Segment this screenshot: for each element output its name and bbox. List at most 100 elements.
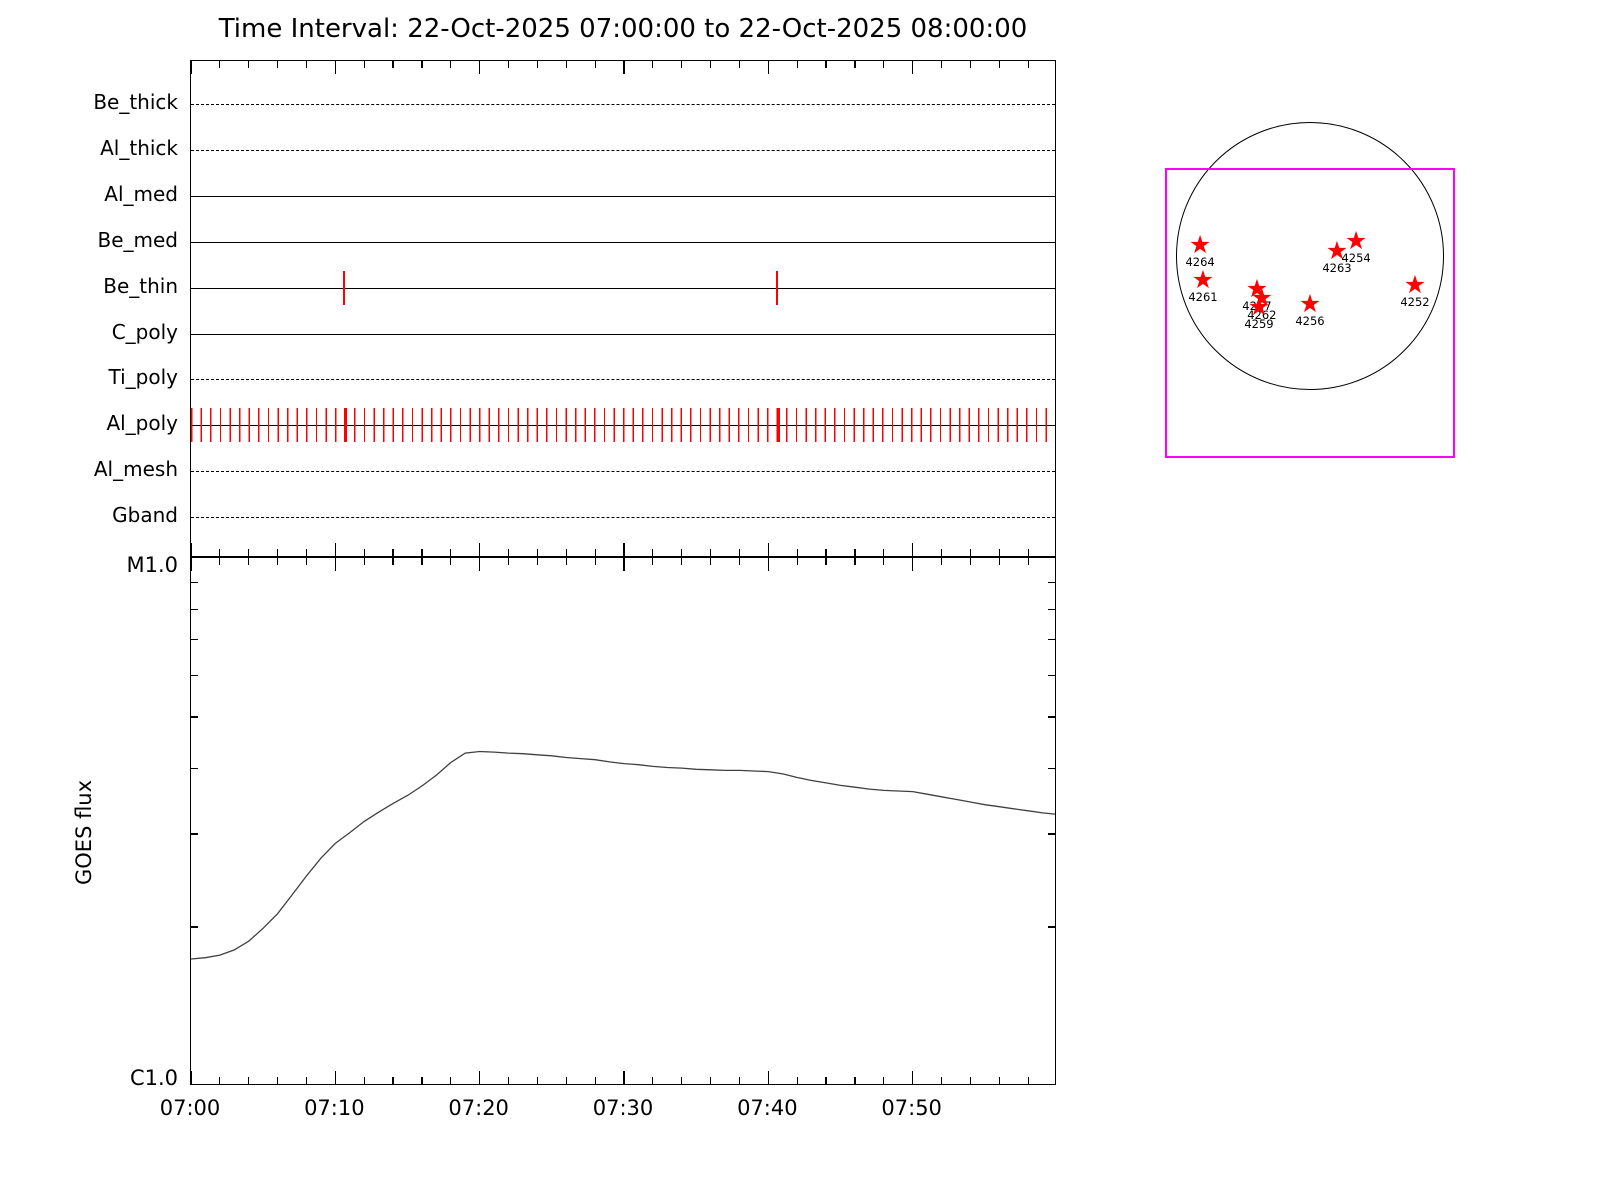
x-tick [623, 558, 625, 571]
y-axis-top-label: M1.0 [126, 553, 178, 577]
active-region-label-4264: 4264 [1185, 255, 1215, 269]
x-tick [1027, 61, 1029, 68]
active-region-star-4256: ★ [1298, 288, 1322, 318]
y-tick [191, 833, 198, 835]
x-tick [191, 543, 192, 556]
x-tick [1027, 558, 1029, 565]
active-region-star-4263: ★ [1325, 236, 1349, 266]
x-tick [277, 1077, 279, 1084]
x-tick [969, 61, 971, 68]
x-tick-label: 07:50 [881, 1096, 942, 1120]
y-axis-bottom-label: C1.0 [129, 1066, 178, 1090]
x-tick [334, 61, 336, 74]
x-tick [623, 543, 625, 556]
x-tick [854, 558, 856, 565]
x-tick [710, 1077, 712, 1084]
x-tick [681, 558, 683, 565]
x-tick [392, 558, 394, 565]
x-tick [305, 1077, 308, 1084]
filter-line-ti_poly [191, 379, 1055, 381]
x-tick [594, 549, 596, 556]
y-tick [191, 767, 198, 769]
x-tick [710, 558, 712, 565]
x-tick [363, 558, 365, 565]
active-region-star-4252: ★ [1403, 270, 1427, 300]
y-tick [1048, 639, 1055, 641]
filter-label-ti_poly: Ti_poly [108, 365, 178, 390]
y-tick [191, 716, 198, 718]
x-tick [796, 549, 798, 556]
x-tick [305, 558, 308, 565]
filter-label-al_med: Al_med [104, 181, 178, 206]
x-tick [219, 1077, 221, 1084]
x-tick-label: 07:40 [737, 1096, 798, 1120]
x-tick [738, 549, 741, 556]
x-tick [652, 549, 654, 556]
fov-box [1165, 168, 1455, 458]
x-tick [450, 558, 452, 565]
x-tick [681, 61, 683, 68]
x-tick [536, 1077, 538, 1084]
x-tick [681, 1077, 683, 1084]
x-tick [969, 1077, 971, 1084]
x-tick [536, 558, 538, 565]
x-tick [507, 61, 510, 68]
x-tick [565, 61, 567, 68]
x-tick [191, 1071, 192, 1084]
x-tick [479, 1071, 481, 1084]
x-tick [912, 558, 914, 571]
x-tick [277, 558, 279, 565]
filter-label-be_med: Be_med [97, 227, 178, 252]
x-tick [594, 1077, 596, 1084]
x-tick [998, 558, 1000, 565]
x-tick [565, 558, 567, 565]
x-tick [940, 61, 943, 68]
x-tick [738, 558, 741, 565]
x-tick [912, 61, 914, 74]
active-region-label-4263: 4263 [1322, 261, 1352, 276]
x-tick [565, 549, 567, 556]
active-region-star-4262: ★ [1250, 283, 1274, 313]
x-tick [912, 543, 914, 556]
x-tick [392, 61, 394, 68]
x-tick [767, 543, 769, 556]
filter-line-al_med [191, 195, 1055, 197]
x-tick [191, 558, 192, 571]
x-tick-label: 07:30 [592, 1096, 654, 1120]
x-tick [710, 549, 712, 556]
x-tick [940, 1077, 943, 1084]
x-tick [652, 1077, 654, 1084]
x-tick [710, 61, 712, 68]
x-tick [738, 61, 741, 68]
x-tick [191, 61, 192, 74]
x-tick [277, 61, 279, 68]
x-tick [507, 1077, 510, 1084]
y-tick [1048, 581, 1055, 583]
x-tick [998, 61, 1000, 68]
x-tick [825, 1077, 827, 1084]
active-region-star-4261: ★ [1191, 265, 1215, 295]
y-tick [191, 926, 198, 928]
x-tick [1027, 1077, 1029, 1084]
x-tick [796, 61, 798, 68]
x-tick [248, 558, 250, 565]
y-tick [1048, 833, 1055, 835]
y-tick [191, 581, 198, 583]
x-tick [565, 1077, 567, 1084]
x-tick [277, 549, 279, 556]
x-tick-label: 07:10 [304, 1096, 365, 1120]
x-tick [623, 1071, 625, 1084]
x-tick [334, 1071, 336, 1084]
active-region-label-4257: 4257 [1242, 299, 1272, 314]
x-tick [883, 549, 885, 556]
x-tick [450, 1077, 452, 1084]
x-tick [479, 61, 481, 74]
x-tick [305, 549, 308, 556]
x-tick [248, 549, 250, 556]
active-region-label-4252: 4252 [1400, 295, 1430, 310]
x-tick [363, 1077, 365, 1084]
x-tick [248, 1077, 250, 1084]
x-tick [334, 543, 336, 556]
x-tick [623, 61, 625, 74]
x-tick [219, 558, 221, 565]
